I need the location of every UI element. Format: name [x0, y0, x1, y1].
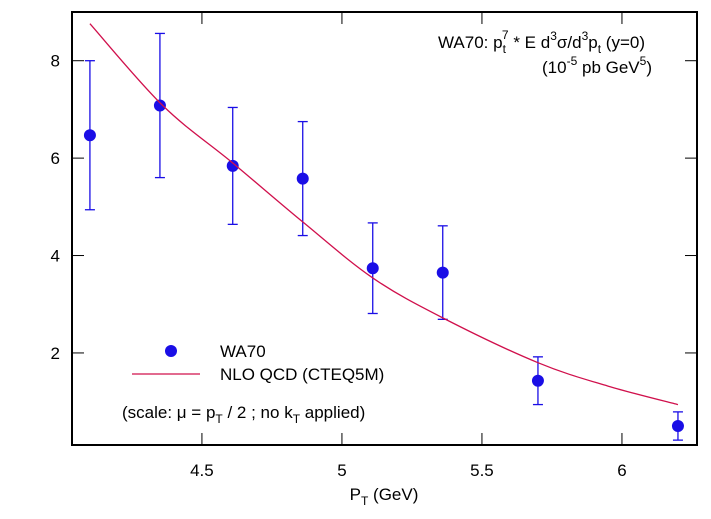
data-point [531, 374, 544, 387]
y-tick-label: 8 [51, 52, 60, 71]
x-axis-label: PT (GeV) [350, 485, 419, 508]
data-point [366, 262, 379, 275]
chart-title: WA70: pt7 * E d3σ/d3pt (y=0) [438, 28, 645, 56]
data-point [296, 172, 309, 185]
y-tick-label: 2 [51, 344, 60, 363]
data-point [83, 129, 96, 142]
legend-label: NLO QCD (CTEQ5M) [220, 365, 384, 384]
data-point [671, 420, 684, 433]
x-tick-label: 6 [617, 461, 626, 480]
plot-frame [71, 11, 698, 446]
data-point [226, 159, 239, 172]
data-point [436, 266, 449, 279]
legend-marker [165, 345, 177, 357]
chart-subtitle: (10-5 pb GeV5) [542, 54, 652, 77]
data-point [153, 99, 166, 112]
x-tick-label: 4.5 [190, 461, 214, 480]
fit-line [89, 23, 679, 406]
legend-label: WA70 [220, 342, 266, 361]
y-tick-label: 4 [51, 247, 60, 266]
y-tick-label: 6 [51, 149, 60, 168]
x-tick-label: 5.5 [470, 461, 494, 480]
x-tick-label: 5 [337, 461, 346, 480]
annotation: (scale: μ = pT / 2 ; no kT applied) [122, 403, 365, 426]
